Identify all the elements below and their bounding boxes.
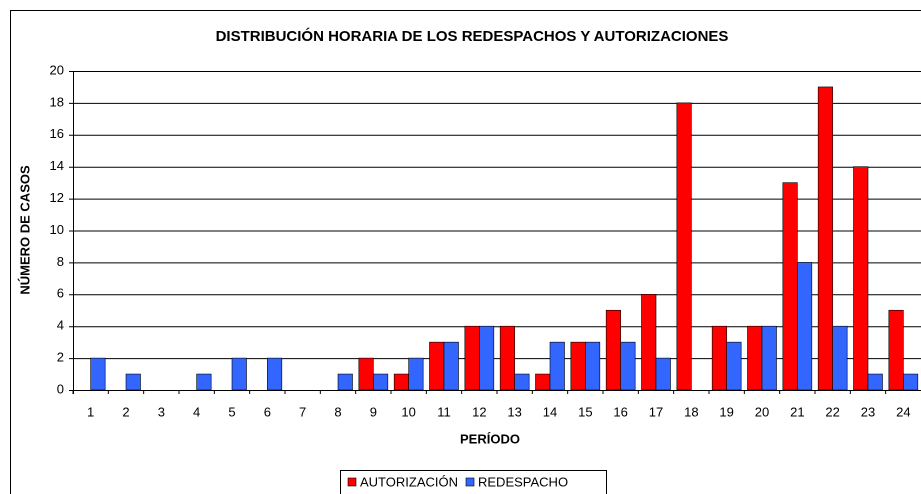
x-tick-label: 20 [755,404,769,419]
y-tick-label: 6 [57,286,64,301]
chart-frame [10,10,921,494]
x-tick-label: 3 [158,404,165,419]
bar [853,166,869,391]
bar [903,373,919,391]
bar [196,373,212,391]
x-tick-label: 5 [228,404,235,419]
bar [479,325,495,391]
x-tick-label: 4 [193,404,200,419]
bar [393,373,409,391]
bar [464,325,480,391]
bar [570,341,586,391]
legend-label: REDESPACHO [478,474,568,489]
x-tick-label: 2 [122,404,129,419]
bar [337,373,353,391]
y-tick-label: 14 [50,158,64,173]
x-tick-label: 13 [507,404,521,419]
y-tick-label: 4 [57,318,64,333]
bar [585,341,601,391]
bar [620,341,636,391]
bar [867,373,883,391]
bar [797,262,813,391]
bar [125,373,141,391]
x-tick-label: 1 [87,404,94,419]
bar [676,102,692,391]
y-tick-label: 16 [50,126,64,141]
bar [358,357,374,391]
bar [641,293,657,391]
x-tick-label: 7 [299,404,306,419]
bar [535,373,551,391]
y-tick-label: 0 [57,381,64,396]
y-tick-label: 10 [50,222,64,237]
x-tick-label: 18 [684,404,698,419]
bar [90,357,106,391]
chart-title: DISTRIBUCIÓN HORARIA DE LOS REDESPACHOS … [216,27,729,45]
bar [655,357,671,391]
legend-label: AUTORIZACIÓN [360,474,458,489]
bar [888,309,904,391]
bar [711,325,727,391]
x-tick-label: 8 [334,404,341,419]
y-tick-label: 8 [57,254,64,269]
bar [782,182,798,391]
x-tick-label: 17 [649,404,663,419]
bar [549,341,565,391]
x-tick-label: 11 [437,404,451,419]
bar [443,341,459,391]
x-tick-label: 16 [613,404,627,419]
y-tick-label: 12 [50,190,64,205]
x-tick-label: 6 [264,404,271,419]
x-axis-label: PERÍODO [460,431,520,446]
bar [499,325,515,391]
bar [267,357,283,391]
bar [817,86,833,391]
bar [747,325,763,391]
x-tick-label: 14 [543,404,557,419]
bar [605,309,621,391]
bar [832,325,848,391]
x-tick-label: 15 [578,404,592,419]
x-tick-label: 21 [790,404,804,419]
x-tick-label: 23 [861,404,875,419]
x-tick-label: 24 [896,404,910,419]
legend-swatch [465,477,475,487]
bar [429,341,445,391]
bar [408,357,424,391]
bar [231,357,247,391]
x-tick-label: 10 [401,404,415,419]
bar [514,373,530,391]
bar [373,373,389,391]
bar [761,325,777,391]
legend-swatch [347,477,357,487]
x-tick-label: 12 [472,404,486,419]
x-tick-label: 19 [719,404,733,419]
y-axis-label: NÚMERO DE CASOS [17,165,32,295]
y-tick-label: 18 [50,94,64,109]
y-tick-label: 2 [57,350,64,365]
bar [726,341,742,391]
y-tick-label: 20 [50,62,64,77]
x-tick-label: 9 [370,404,377,419]
x-tick-label: 22 [825,404,839,419]
